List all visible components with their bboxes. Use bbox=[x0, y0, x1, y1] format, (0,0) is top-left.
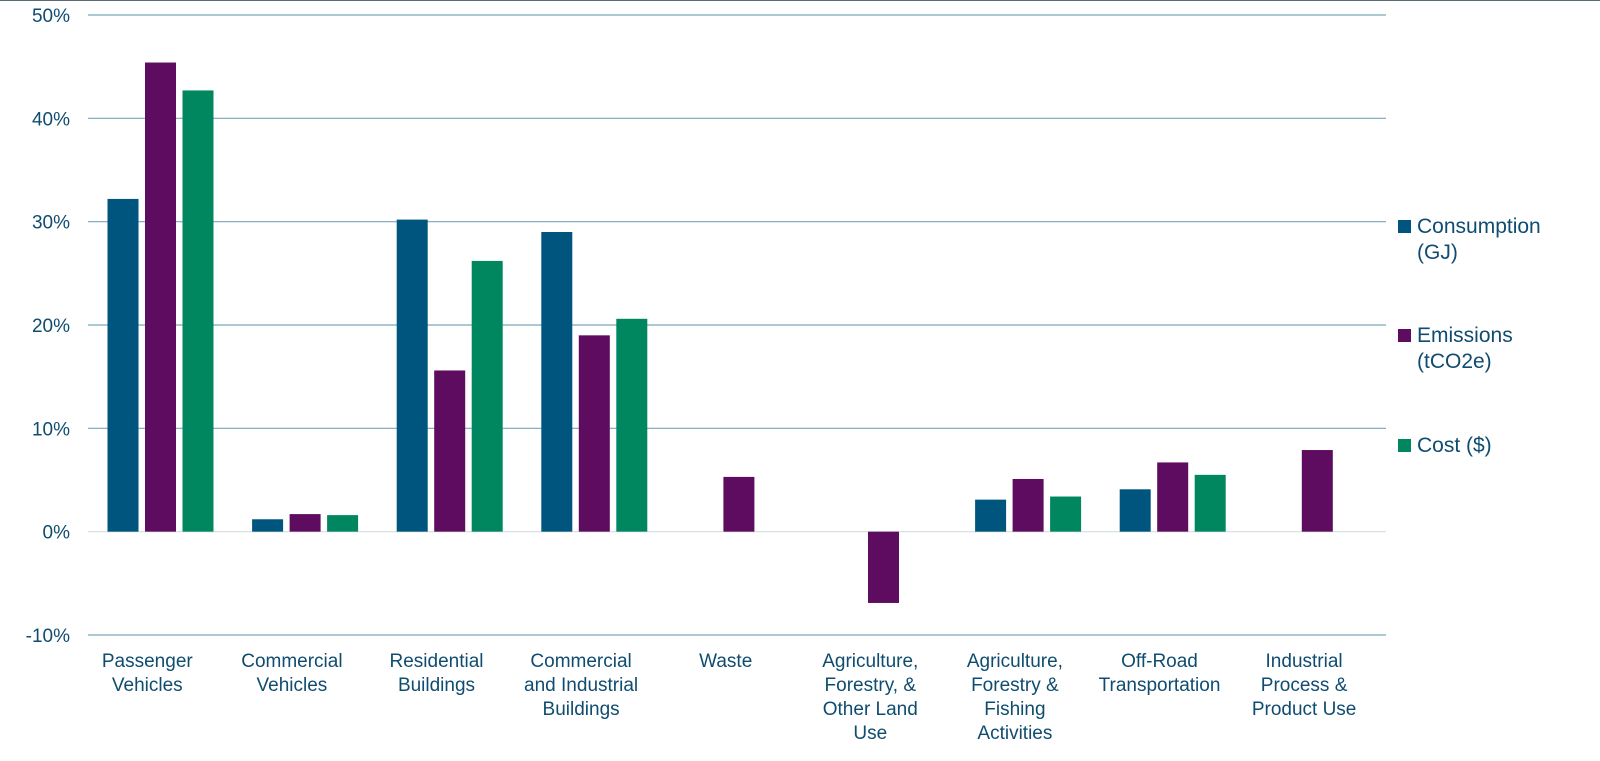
bar-series-1-category-6 bbox=[1012, 478, 1044, 532]
legend-label-line: Consumption bbox=[1417, 215, 1541, 238]
x-category-label-line: Buildings bbox=[543, 699, 620, 720]
x-axis: Passenger Vehicles Commercial Vehicles Resid… bbox=[102, 651, 1356, 744]
x-category-label-line: Commercial bbox=[241, 651, 342, 672]
legend-label-line: Emissions bbox=[1417, 324, 1513, 347]
bar-series-1-category-0 bbox=[145, 62, 176, 532]
legend-label-line: (GJ) bbox=[1417, 241, 1458, 264]
gridlines bbox=[88, 14, 1386, 636]
bar-series-1-category-3 bbox=[578, 335, 610, 532]
x-category-label-line: Agriculture, bbox=[822, 651, 918, 672]
y-tick-label: 40% bbox=[32, 109, 70, 130]
x-category-label-line: Forestry & bbox=[971, 675, 1059, 696]
x-category-label-line: Vehicles bbox=[257, 675, 328, 696]
legend-label-line: Cost ($) bbox=[1417, 434, 1492, 457]
x-category-label-line: Vehicles bbox=[112, 675, 183, 696]
x-category-label-line: Passenger bbox=[102, 651, 194, 672]
bar-series-2-category-2 bbox=[471, 260, 503, 532]
x-category-label-line: Transportation bbox=[1099, 675, 1221, 696]
bar-series-2-category-6 bbox=[1050, 496, 1082, 532]
bar-series-0-category-7 bbox=[1119, 489, 1151, 532]
bar-series-1-category-5 bbox=[868, 531, 899, 603]
y-axis: -10% 0% 10% 20% 30% 40% 50% bbox=[26, 6, 70, 647]
y-tick-label: 0% bbox=[43, 523, 71, 544]
bars bbox=[107, 62, 1333, 603]
x-category-label-line: Use bbox=[853, 723, 887, 744]
legend-label: Consumption (GJ) bbox=[1417, 215, 1541, 264]
y-tick-label: 20% bbox=[32, 316, 70, 337]
x-category-label-line: Commercial bbox=[530, 651, 631, 672]
x-category-label: Agriculture, Forestry & Fishing Activities bbox=[967, 651, 1063, 744]
x-category-label-line: Residential bbox=[390, 651, 484, 672]
x-category-label-line: Industrial bbox=[1266, 651, 1343, 672]
legend-swatch bbox=[1398, 220, 1411, 233]
bar-series-1-category-2 bbox=[434, 370, 466, 532]
x-category-label-line: Activities bbox=[977, 723, 1052, 744]
x-category-label: Agriculture, Forestry, & Other Land Use bbox=[822, 651, 918, 744]
x-category-label-line: Forestry, & bbox=[825, 675, 917, 696]
y-tick-label: 30% bbox=[32, 213, 70, 234]
legend-label: Emissions (tCO2e) bbox=[1417, 324, 1513, 373]
x-category-label-line: Fishing bbox=[984, 699, 1045, 720]
x-category-label: Residential Buildings bbox=[390, 651, 484, 696]
bar-series-0-category-3 bbox=[541, 232, 573, 532]
bar-series-0-category-1 bbox=[252, 519, 284, 532]
x-category-label: Off-Road Transportation bbox=[1099, 651, 1221, 696]
bar-series-1-category-1 bbox=[289, 514, 321, 532]
x-category-label-line: and Industrial bbox=[524, 675, 638, 696]
bar-series-1-category-4 bbox=[723, 476, 755, 532]
legend-swatch bbox=[1398, 439, 1411, 452]
bar-series-2-category-1 bbox=[327, 515, 359, 532]
bar-series-2-category-3 bbox=[616, 318, 648, 532]
legend-label-line: (tCO2e) bbox=[1417, 350, 1492, 373]
legend: Consumption (GJ) Emissions (tCO2e) Cost ($) bbox=[1398, 215, 1541, 457]
y-tick-label: 50% bbox=[32, 6, 70, 27]
legend-label: Cost ($) bbox=[1417, 434, 1492, 457]
x-category-label: Commercial Vehicles bbox=[241, 651, 342, 696]
x-category-label: Passenger Vehicles bbox=[102, 651, 194, 696]
top-border bbox=[0, 0, 1600, 1]
x-category-label-line: Buildings bbox=[398, 675, 475, 696]
bar-series-1-category-7 bbox=[1157, 462, 1189, 532]
bar-series-1-category-8 bbox=[1301, 450, 1333, 532]
x-category-label-line: Agriculture, bbox=[967, 651, 1063, 672]
x-category-label: Waste bbox=[699, 651, 752, 672]
x-category-label-line: Off-Road bbox=[1121, 651, 1198, 672]
x-category-label: Industrial Process & Product Use bbox=[1252, 651, 1357, 720]
x-category-label: Commercial and Industrial Buildings bbox=[524, 651, 638, 720]
bar-series-0-category-2 bbox=[396, 219, 428, 532]
y-tick-label: 10% bbox=[32, 419, 70, 440]
x-category-label-line: Process & bbox=[1261, 675, 1348, 696]
legend-swatch bbox=[1398, 329, 1411, 342]
bar-series-2-category-0 bbox=[182, 90, 214, 532]
y-tick-label: -10% bbox=[26, 626, 70, 647]
x-category-label-line: Other Land bbox=[823, 699, 918, 720]
bar-series-2-category-7 bbox=[1194, 474, 1226, 532]
bar-series-0-category-6 bbox=[975, 499, 1007, 532]
bar-series-0-category-0 bbox=[107, 198, 139, 532]
x-category-label-line: Product Use bbox=[1252, 699, 1357, 720]
x-category-label-line: Waste bbox=[699, 651, 752, 672]
